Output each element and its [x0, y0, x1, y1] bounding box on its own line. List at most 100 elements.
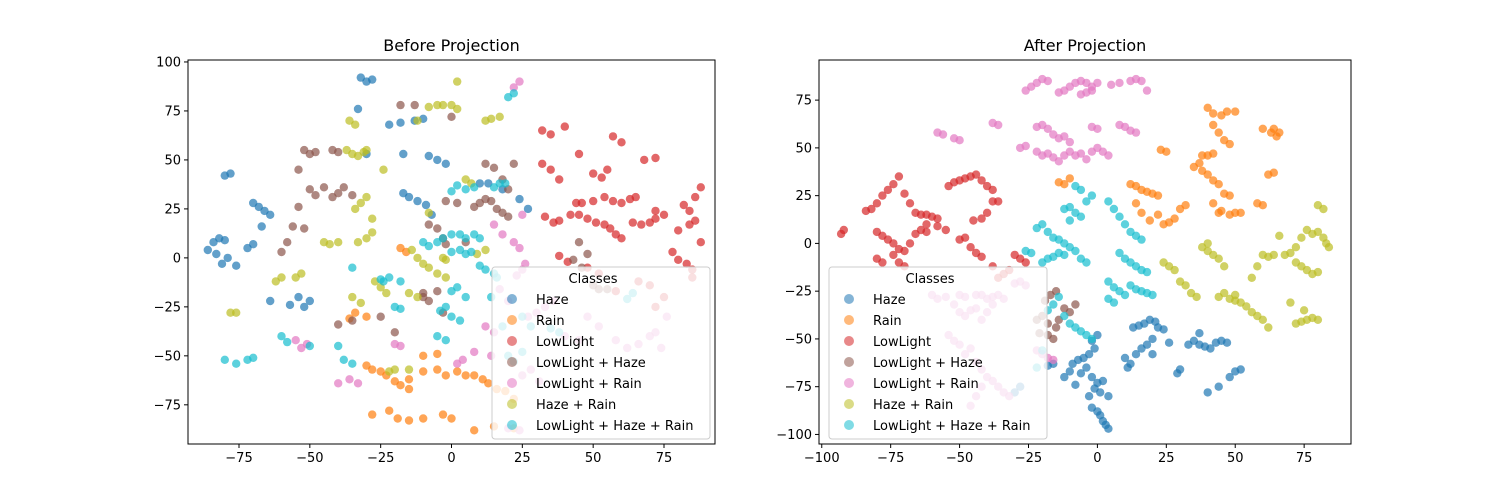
- point-haze-plus-rain: [441, 255, 450, 264]
- point-lowlight-plus-haze-plus-rain: [1104, 277, 1113, 286]
- point-lowlight-plus-rain: [1054, 157, 1064, 166]
- point-lowlight-plus-haze-plus-rain: [453, 283, 462, 292]
- point-lowlight-plus-haze-plus-rain: [461, 234, 470, 243]
- point-lowlight: [861, 206, 871, 216]
- point-rain: [1054, 178, 1064, 187]
- point-lowlight: [969, 216, 978, 225]
- point-lowlight-plus-haze-plus-rain: [447, 187, 456, 196]
- point-haze-plus-rain: [356, 198, 365, 208]
- point-lowlight-plus-haze-plus-rain: [1137, 235, 1146, 244]
- y-tick-label: −75: [154, 398, 181, 413]
- point-lowlight-plus-haze-plus-rain: [433, 332, 442, 341]
- point-lowlight-plus-rain: [291, 336, 300, 345]
- point-lowlight-plus-haze: [433, 224, 442, 233]
- point-lowlight-plus-haze: [481, 159, 490, 168]
- x-tick-label: −50: [946, 451, 973, 466]
- point-haze: [1195, 329, 1204, 338]
- y-tick-label: −25: [154, 300, 181, 315]
- point-lowlight-plus-haze-plus-rain: [1071, 246, 1080, 256]
- point-rain: [1065, 174, 1075, 183]
- point-rain: [470, 426, 479, 435]
- point-haze: [424, 151, 433, 161]
- point-haze-plus-rain: [1275, 231, 1284, 240]
- point-lowlight-plus-haze-plus-rain: [1104, 197, 1113, 206]
- point-lowlight-plus-rain: [1060, 132, 1069, 141]
- point-haze-plus-rain: [424, 102, 433, 112]
- y-tick-label: 0: [804, 237, 812, 252]
- point-haze: [1096, 388, 1105, 397]
- y-tick-label: 100: [156, 55, 181, 70]
- x-tick-label: −25: [1015, 451, 1042, 466]
- point-lowlight-plus-haze-plus-rain: [396, 277, 405, 286]
- y-tick-label: 50: [164, 153, 181, 168]
- y-tick-label: −50: [154, 349, 181, 364]
- point-lowlight-plus-haze-plus-rain: [1043, 227, 1053, 237]
- point-lowlight: [878, 191, 887, 200]
- point-haze: [1236, 365, 1245, 374]
- legend-label-lowlight-plus-haze-plus-rain: LowLight + Haze + Rain: [536, 419, 694, 434]
- point-haze: [1203, 388, 1212, 397]
- point-rain: [1209, 199, 1218, 208]
- point-lowlight-plus-haze: [441, 196, 450, 206]
- point-lowlight-plus-haze-plus-rain: [1120, 220, 1130, 229]
- point-haze: [1082, 363, 1091, 372]
- point-lowlight-plus-haze: [569, 255, 578, 264]
- point-lowlight-plus-haze-plus-rain: [1148, 290, 1157, 300]
- y-tick-label: 25: [164, 202, 181, 217]
- point-haze-plus-rain: [1181, 281, 1190, 290]
- point-lowlight: [691, 192, 700, 202]
- point-haze-plus-rain: [1247, 273, 1257, 282]
- y-tick-label: 50: [795, 141, 812, 156]
- point-rain: [385, 406, 394, 415]
- point-haze-plus-rain: [495, 112, 504, 122]
- point-rain: [1214, 180, 1223, 189]
- legend-marker-haze-plus-rain: [844, 399, 854, 409]
- point-lowlight: [560, 122, 569, 131]
- point-haze-plus-rain: [424, 263, 433, 272]
- point-haze: [1131, 350, 1141, 359]
- point-lowlight-plus-haze-plus-rain: [1060, 311, 1069, 321]
- point-rain: [1225, 191, 1234, 200]
- point-rain: [404, 416, 414, 425]
- point-lowlight-plus-haze-plus-rain: [249, 353, 258, 362]
- legend-box: [491, 266, 711, 440]
- point-lowlight-plus-haze: [424, 220, 433, 229]
- point-haze-plus-rain: [1302, 225, 1312, 235]
- point-rain: [1170, 214, 1179, 223]
- legend-label-lowlight: LowLight: [873, 335, 931, 350]
- point-rain: [368, 410, 377, 419]
- point-lowlight: [894, 172, 904, 181]
- point-lowlight-plus-haze-plus-rain: [305, 341, 314, 351]
- point-rain: [1209, 109, 1218, 118]
- point-haze: [1148, 334, 1157, 344]
- point-haze-plus-rain: [351, 204, 360, 214]
- x-tick-label: 50: [1227, 451, 1244, 466]
- point-rain: [1231, 107, 1240, 116]
- point-lowlight: [905, 199, 915, 208]
- point-haze-plus-rain: [453, 77, 462, 86]
- point-rain: [1209, 120, 1218, 130]
- point-lowlight-plus-haze-plus-rain: [1082, 197, 1091, 206]
- point-lowlight-plus-haze-plus-rain: [220, 355, 229, 364]
- point-lowlight-plus-rain: [1131, 128, 1141, 137]
- point-rain: [1209, 149, 1218, 158]
- point-haze: [396, 118, 405, 127]
- point-haze-plus-rain: [325, 240, 334, 249]
- point-lowlight-plus-rain: [481, 322, 490, 331]
- point-lowlight-plus-haze: [348, 316, 357, 325]
- point-lowlight: [668, 247, 677, 257]
- point-haze-plus-rain: [413, 292, 422, 302]
- point-haze: [217, 259, 227, 268]
- x-tick-label: −50: [296, 451, 323, 466]
- legend-label-lowlight-plus-rain: LowLight + Rain: [536, 377, 642, 392]
- point-lowlight: [679, 200, 688, 210]
- point-haze-plus-rain: [348, 292, 357, 302]
- point-lowlight-plus-haze-plus-rain: [424, 241, 433, 251]
- y-tick-label: 75: [164, 104, 181, 119]
- legend-marker-haze-plus-rain: [507, 399, 517, 409]
- point-lowlight-plus-rain: [458, 355, 467, 364]
- point-lowlight-plus-haze-plus-rain: [334, 341, 343, 351]
- point-lowlight-plus-haze-plus-rain: [1109, 298, 1119, 307]
- point-lowlight-plus-haze-plus-rain: [1038, 220, 1047, 229]
